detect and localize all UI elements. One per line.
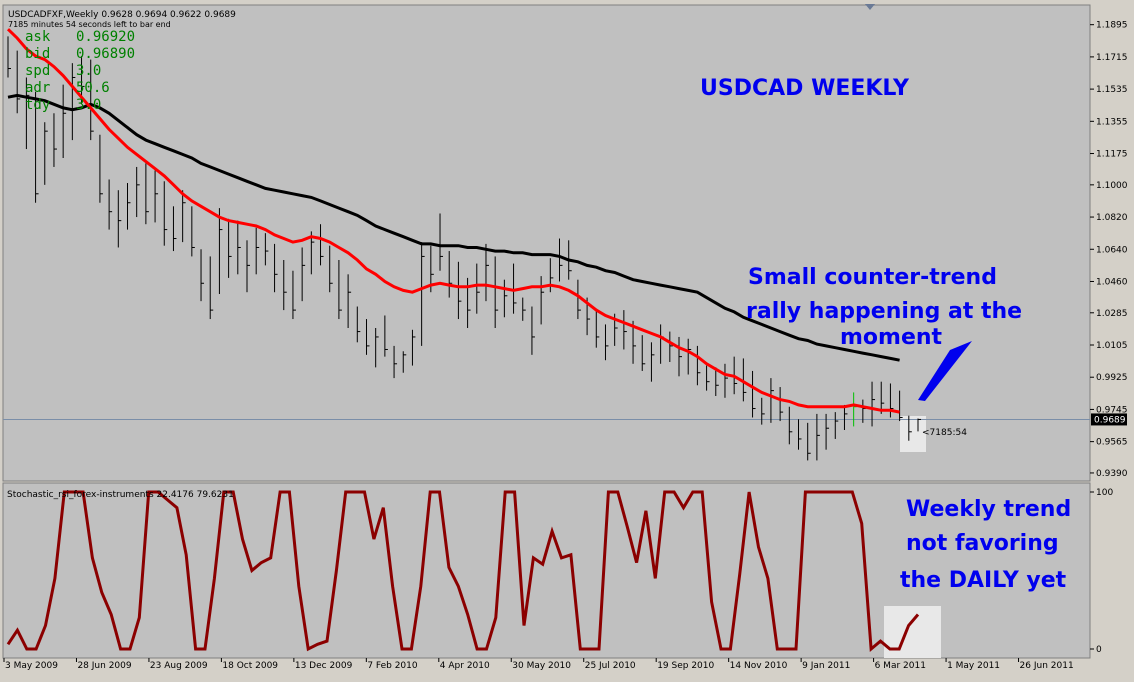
time-tick-label: 28 Jun 2009 [77, 661, 131, 671]
time-tick-label: 18 Oct 2009 [222, 661, 278, 671]
time-tick-label: 9 Jan 2011 [802, 661, 850, 671]
countdown-label: <7185:54 [922, 428, 967, 438]
time-axis: 3 May 2009 28 Jun 2009 23 Aug 2009 18 Oct 2… [3, 658, 1074, 671]
price-tick-label: 1.0640 [1096, 245, 1128, 255]
info-tdy-value: 3.0 [76, 97, 101, 113]
price-axis: 1.1895 1.1715 1.1535 1.1355 1.1175 1.1000 1.08… [1090, 21, 1128, 479]
annotation-weekly-line-1: Weekly trend [906, 497, 1071, 522]
time-tick-label: 13 Dec 2009 [295, 661, 353, 671]
info-bid-value: 0.96890 [76, 46, 135, 62]
price-tick-label: 1.1535 [1096, 85, 1128, 95]
info-ask-value: 0.96920 [76, 29, 135, 45]
time-tick-label: 7 Feb 2010 [367, 661, 418, 671]
osc-tick-label: 0 [1096, 645, 1102, 655]
annotation-weekly-line-3: the DAILY yet [900, 568, 1067, 593]
time-tick-label: 23 Aug 2009 [150, 661, 208, 671]
oscillator-axis: 100 0 [1090, 488, 1113, 655]
price-tick-label: 0.9925 [1096, 373, 1128, 383]
info-panel: ask 0.96920 bid 0.96890 spd 3.0 adr 50.6… [25, 29, 135, 113]
price-tick-label: 1.1000 [1096, 181, 1128, 191]
time-tick-label: 19 Sep 2010 [657, 661, 714, 671]
price-tag-box [1091, 413, 1127, 426]
time-tick-label: 4 Apr 2010 [440, 661, 490, 671]
ohlc-bars [7, 36, 921, 461]
chart-title: USDCADFXF,Weekly 0.9628 0.9694 0.9622 0.… [8, 10, 236, 20]
price-tick-label: 0.9390 [1096, 469, 1128, 479]
info-ask-label: ask [25, 29, 51, 45]
annotation-weekly-line-2: not favoring [906, 531, 1059, 556]
time-tick-label: 1 May 2011 [947, 661, 1000, 671]
annotation-pointer-arrow [918, 341, 972, 401]
price-tick-label: 0.9565 [1096, 438, 1128, 448]
time-tick-label: 6 Mar 2011 [875, 661, 926, 671]
annotation-rally-line-1: Small counter-trend [748, 265, 997, 290]
info-adr-label: adr [25, 80, 50, 96]
stoch-label: Stochastic_rsi_forex-instruments 22.4176… [7, 490, 234, 500]
info-spd-label: spd [25, 63, 50, 79]
price-tick-label: 1.0460 [1096, 277, 1128, 287]
time-tick-label: 26 Jun 2011 [1020, 661, 1074, 671]
info-spd-value: 3.0 [76, 63, 101, 79]
price-tick-label: 1.1895 [1096, 21, 1128, 31]
price-tick-label: 1.0285 [1096, 309, 1128, 319]
time-tick-label: 14 Nov 2010 [730, 661, 788, 671]
price-tick-label: 1.0105 [1096, 341, 1128, 351]
price-tick-label: 1.1355 [1096, 117, 1128, 127]
price-tick-label: 0.9745 [1096, 405, 1128, 415]
time-tick-label: 25 Jul 2010 [585, 661, 636, 671]
current-bar-highlight [900, 416, 926, 452]
price-tick-label: 1.1715 [1096, 53, 1128, 63]
sma-slow-line [7, 93, 900, 362]
info-tdy-label: tdy [25, 97, 50, 113]
stoch-rsi-line [6, 490, 920, 653]
annotation-rally-line-2: rally happening at the [746, 299, 1022, 324]
time-tick-label: 3 May 2009 [5, 661, 58, 671]
sma-fast-line [6, 28, 900, 414]
bar-timer: 7185 minutes 54 seconds left to bar end [8, 20, 171, 29]
price-tag: 0.9689 [1094, 415, 1126, 425]
annotation-title: USDCAD WEEKLY [700, 76, 910, 101]
scroll-marker-icon[interactable] [865, 4, 875, 10]
osc-tick-label: 100 [1096, 488, 1113, 498]
info-bid-label: bid [25, 46, 50, 62]
annotation-rally-line-3: moment [840, 325, 943, 350]
price-panel [2, 4, 1091, 482]
time-tick-label: 30 May 2010 [512, 661, 571, 671]
price-tick-label: 1.1175 [1096, 150, 1128, 160]
price-tick-label: 1.0820 [1096, 213, 1128, 223]
info-adr-value: 50.6 [76, 80, 110, 96]
